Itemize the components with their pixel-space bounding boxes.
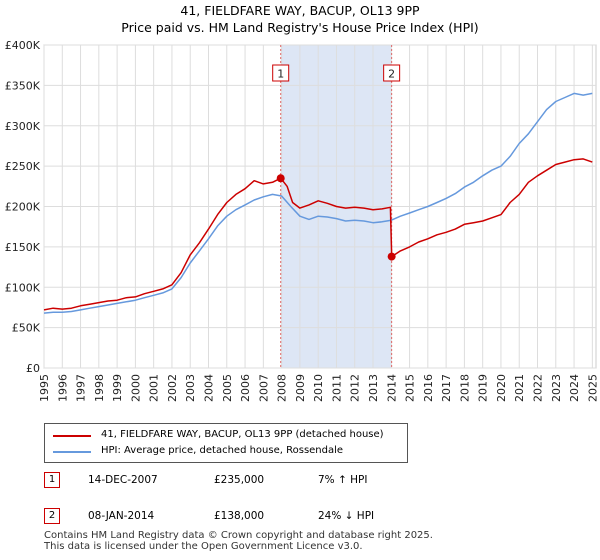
footer-attribution: Contains HM Land Registry data © Crown c… (44, 530, 433, 552)
x-tick-label: 1996 (56, 374, 69, 402)
y-tick-label: £350K (5, 79, 41, 92)
sale-marker-label: 1 (277, 68, 284, 81)
x-tick-label: 2022 (532, 374, 545, 402)
x-tick-label: 2014 (385, 374, 398, 402)
x-tick-label: 1999 (111, 374, 124, 402)
x-tick-label: 2025 (586, 374, 599, 402)
x-tick-label: 2010 (312, 374, 325, 402)
x-tick-label: 2013 (367, 374, 380, 402)
sale-price: £235,000 (214, 474, 265, 486)
x-tick-label: 2011 (330, 374, 343, 402)
sale-marker-box (272, 64, 290, 82)
x-tick-label: 2000 (129, 374, 142, 402)
x-tick-label: 2004 (203, 374, 216, 402)
sale-date: 08-JAN-2014 (88, 510, 155, 522)
sale-hpi-change: 24% ↓ HPI (318, 510, 375, 522)
sale-row: 1 14-DEC-2007 £235,000 7% ↑ HPI (0, 470, 600, 490)
sale-marker: 2 (44, 508, 60, 524)
y-tick-label: £200K (5, 201, 41, 214)
sale-point (387, 252, 396, 261)
y-tick-label: £0 (26, 362, 40, 375)
x-tick-label: 2003 (184, 374, 197, 402)
x-tick-label: 2016 (422, 374, 435, 402)
legend-swatch-property (53, 435, 91, 437)
x-tick-label: 2019 (477, 374, 490, 402)
sale-hpi-change: 7% ↑ HPI (318, 474, 368, 486)
footer-line-1: Contains HM Land Registry data © Crown c… (44, 530, 433, 541)
x-tick-label: 2024 (568, 374, 581, 402)
sale-date: 14-DEC-2007 (88, 474, 158, 486)
x-tick-label: 2017 (440, 374, 453, 402)
x-tick-label: 2018 (458, 374, 471, 402)
sale-point (276, 174, 285, 183)
y-tick-label: £300K (5, 120, 41, 133)
x-tick-label: 2002 (166, 374, 179, 402)
legend-swatch-hpi (53, 451, 91, 453)
legend-label-hpi: HPI: Average price, detached house, Ross… (101, 445, 344, 456)
chart-subtitle: Price paid vs. HM Land Registry's House … (121, 20, 479, 35)
y-tick-label: £400K (5, 39, 41, 52)
x-tick-label: 1998 (93, 374, 106, 402)
x-tick-label: 2006 (239, 374, 252, 402)
x-tick-label: 2009 (294, 374, 307, 402)
x-tick-label: 2001 (148, 374, 161, 402)
x-tick-label: 2008 (276, 374, 289, 402)
y-tick-label: £100K (5, 281, 41, 294)
x-tick-label: 2005 (221, 374, 234, 402)
sale-price: £138,000 (214, 510, 265, 522)
x-tick-label: 1995 (38, 374, 51, 402)
x-tick-label: 2012 (349, 374, 362, 402)
sale-marker: 1 (44, 472, 60, 488)
sale-row: 2 08-JAN-2014 £138,000 24% ↓ HPI (0, 506, 600, 526)
chart-legend: 41, FIELDFARE WAY, BACUP, OL13 9PP (deta… (44, 423, 408, 463)
y-tick-label: £50K (12, 322, 41, 335)
x-tick-label: 2007 (257, 374, 270, 402)
x-tick-label: 2015 (404, 374, 417, 402)
hpi-line (43, 92, 593, 314)
sale-marker-box (383, 64, 401, 82)
chart-title: 41, FIELDFARE WAY, BACUP, OL13 9PP (180, 3, 420, 18)
price-chart: £0 £50K £100K £150K £200K £250K £300K £350K £400… (5, 39, 600, 402)
x-tick-label: 1997 (75, 374, 88, 402)
sale-marker-label: 2 (388, 68, 395, 81)
x-tick-label: 2020 (495, 374, 508, 402)
x-tick-label: 2023 (550, 374, 563, 402)
property-price-line (43, 158, 593, 311)
x-tick-label: 2021 (513, 374, 526, 402)
y-tick-label: £150K (5, 241, 41, 254)
footer-line-2: This data is licensed under the Open Gov… (44, 541, 363, 552)
legend-label-property: 41, FIELDFARE WAY, BACUP, OL13 9PP (deta… (101, 429, 384, 440)
y-tick-label: £250K (5, 160, 41, 173)
